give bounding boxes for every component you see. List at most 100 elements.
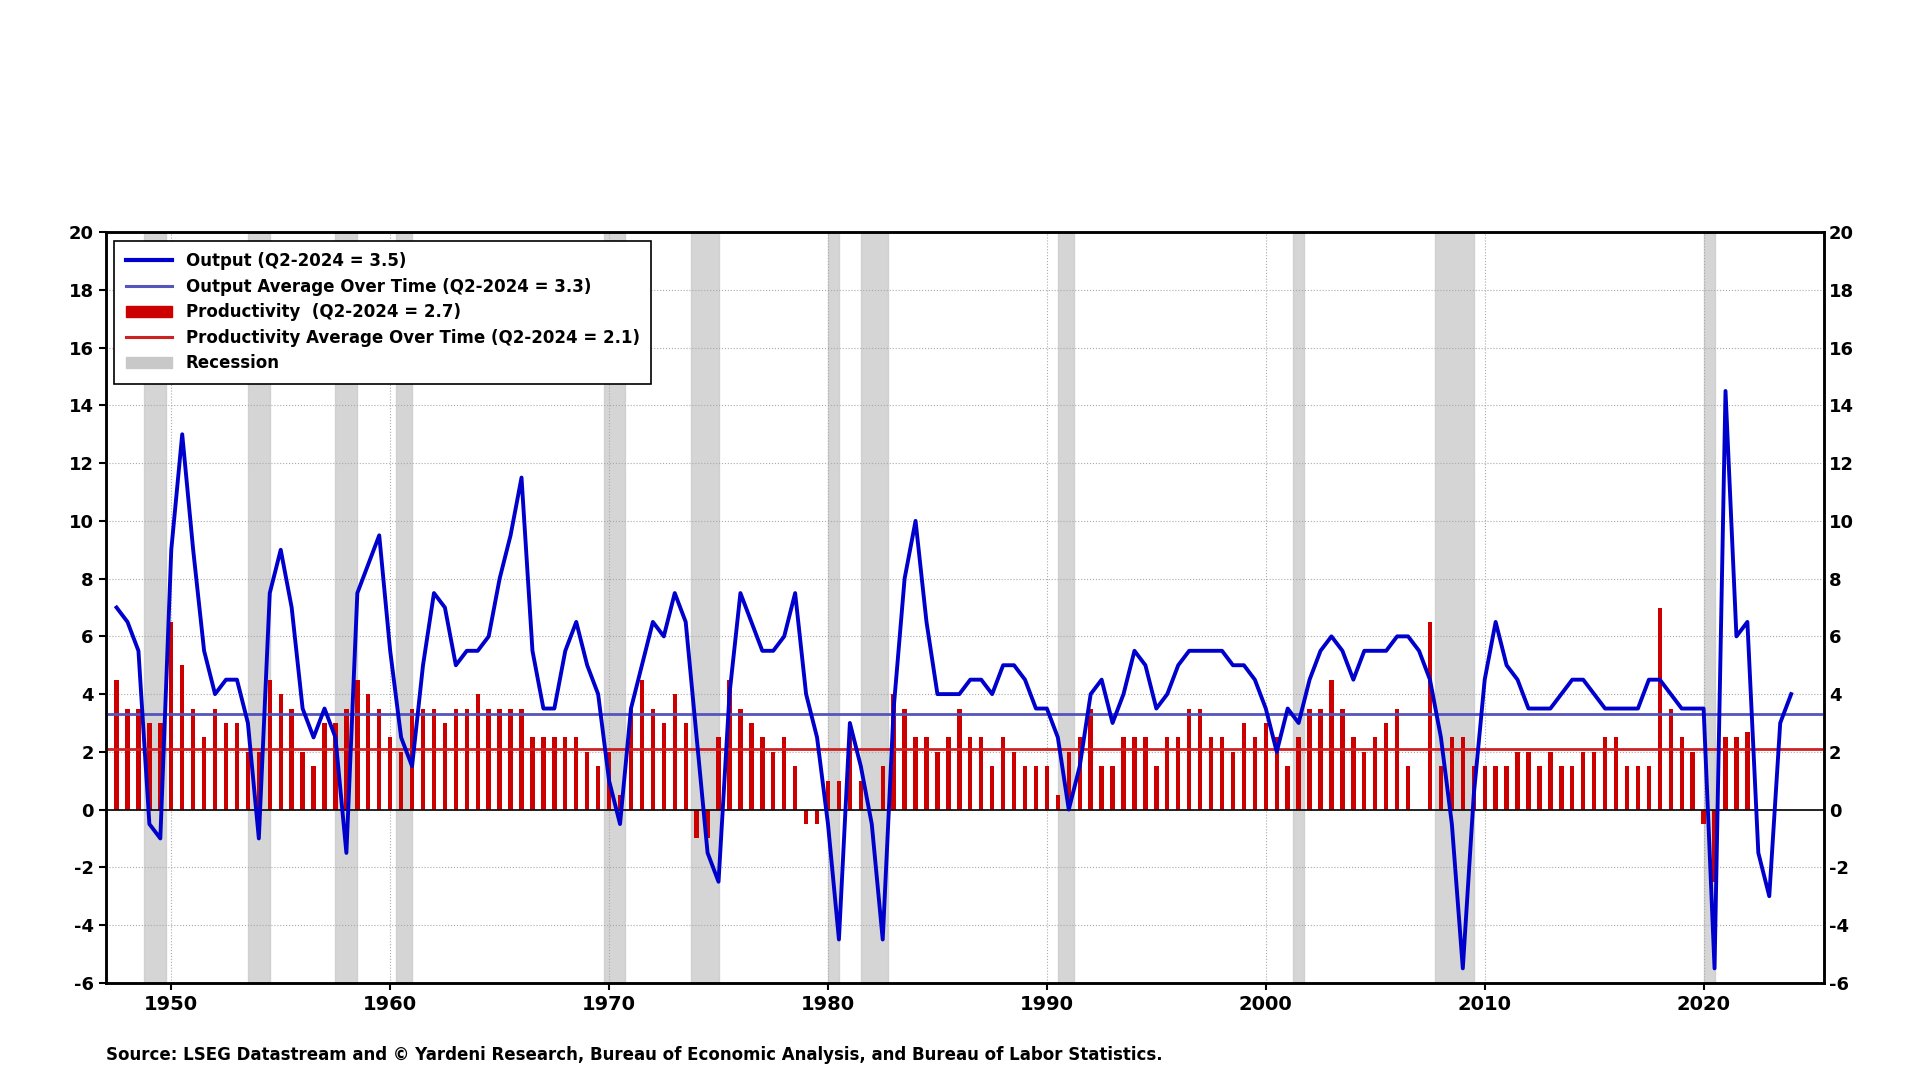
Bar xyxy=(914,738,918,810)
Bar xyxy=(1308,708,1311,810)
Bar xyxy=(465,708,468,810)
Bar xyxy=(1000,738,1006,810)
Bar xyxy=(814,810,820,824)
Bar xyxy=(1571,767,1574,810)
Bar xyxy=(336,232,357,983)
Bar xyxy=(595,767,601,810)
Bar xyxy=(1482,767,1486,810)
Legend: Output (Q2-2024 = 3.5), Output Average Over Time (Q2-2024 = 3.3), Productivity  : Output (Q2-2024 = 3.5), Output Average O… xyxy=(113,241,651,383)
Bar xyxy=(1142,738,1148,810)
Bar xyxy=(924,738,929,810)
Bar xyxy=(1231,752,1235,810)
Bar xyxy=(1713,810,1716,881)
Bar xyxy=(1165,738,1169,810)
Bar xyxy=(486,708,492,810)
Bar xyxy=(1133,738,1137,810)
Bar xyxy=(1624,767,1630,810)
Bar xyxy=(1592,752,1596,810)
Bar xyxy=(1198,708,1202,810)
Bar xyxy=(257,752,261,810)
Bar xyxy=(639,679,643,810)
Bar xyxy=(1657,607,1663,810)
Bar xyxy=(772,752,776,810)
Bar xyxy=(1068,752,1071,810)
Bar xyxy=(603,232,626,983)
Bar xyxy=(1559,767,1563,810)
Bar xyxy=(728,679,732,810)
Bar xyxy=(409,708,415,810)
Bar xyxy=(234,723,240,810)
Bar xyxy=(1471,767,1476,810)
Text: (yearly percent change): (yearly percent change) xyxy=(839,170,1091,189)
Bar xyxy=(662,723,666,810)
Bar xyxy=(169,622,173,810)
Bar xyxy=(781,738,787,810)
Text: REAL NONFARM BUSINESS OUTPUT VS NONFARM BUSINESS PRODUCTIVITY: REAL NONFARM BUSINESS OUTPUT VS NONFARM … xyxy=(351,93,1578,121)
Bar xyxy=(1636,767,1640,810)
Bar xyxy=(749,723,753,810)
Bar xyxy=(1296,738,1302,810)
Bar xyxy=(300,752,305,810)
Bar xyxy=(991,767,995,810)
Bar xyxy=(399,752,403,810)
Bar xyxy=(267,679,273,810)
Bar xyxy=(1077,738,1081,810)
Bar xyxy=(684,723,687,810)
Bar xyxy=(553,738,557,810)
Bar xyxy=(1294,232,1304,983)
Bar xyxy=(355,679,359,810)
Bar xyxy=(1154,767,1158,810)
Bar xyxy=(804,810,808,824)
Bar xyxy=(1340,708,1344,810)
Bar xyxy=(618,795,622,810)
Bar xyxy=(246,752,250,810)
Bar xyxy=(136,708,140,810)
Bar xyxy=(1505,767,1509,810)
Bar xyxy=(1515,752,1521,810)
Bar xyxy=(672,694,678,810)
Bar xyxy=(367,694,371,810)
Bar xyxy=(1056,795,1060,810)
Bar xyxy=(935,752,939,810)
Bar xyxy=(1734,738,1740,810)
Bar xyxy=(1219,738,1225,810)
Bar xyxy=(1668,708,1672,810)
Bar xyxy=(760,738,764,810)
Bar xyxy=(1210,738,1213,810)
Bar xyxy=(1252,738,1258,810)
Bar xyxy=(1690,752,1695,810)
Bar xyxy=(1461,738,1465,810)
Bar xyxy=(248,232,271,983)
Bar xyxy=(1701,810,1705,824)
Bar xyxy=(1745,731,1749,810)
Bar xyxy=(586,752,589,810)
Bar xyxy=(737,708,743,810)
Bar xyxy=(509,708,513,810)
Bar xyxy=(1373,738,1377,810)
Bar xyxy=(968,738,972,810)
Bar xyxy=(530,738,534,810)
Bar xyxy=(1089,708,1092,810)
Bar xyxy=(1286,767,1290,810)
Bar xyxy=(476,694,480,810)
Bar xyxy=(125,708,131,810)
Bar xyxy=(1275,738,1279,810)
Bar xyxy=(563,738,568,810)
Bar xyxy=(541,738,545,810)
Bar xyxy=(1615,738,1619,810)
Bar xyxy=(1526,752,1530,810)
Bar xyxy=(225,723,228,810)
Text: Source: LSEG Datastream and © Yardeni Research, Bureau of Economic Analysis, and: Source: LSEG Datastream and © Yardeni Re… xyxy=(106,1045,1162,1064)
Bar xyxy=(1263,723,1267,810)
Bar xyxy=(902,708,906,810)
Bar xyxy=(190,708,196,810)
Bar xyxy=(180,665,184,810)
Bar xyxy=(1603,738,1607,810)
Bar xyxy=(144,232,165,983)
Bar xyxy=(1352,738,1356,810)
Bar xyxy=(1647,767,1651,810)
Bar xyxy=(979,738,983,810)
Bar xyxy=(1548,752,1553,810)
Bar xyxy=(1023,767,1027,810)
Bar xyxy=(1724,738,1728,810)
